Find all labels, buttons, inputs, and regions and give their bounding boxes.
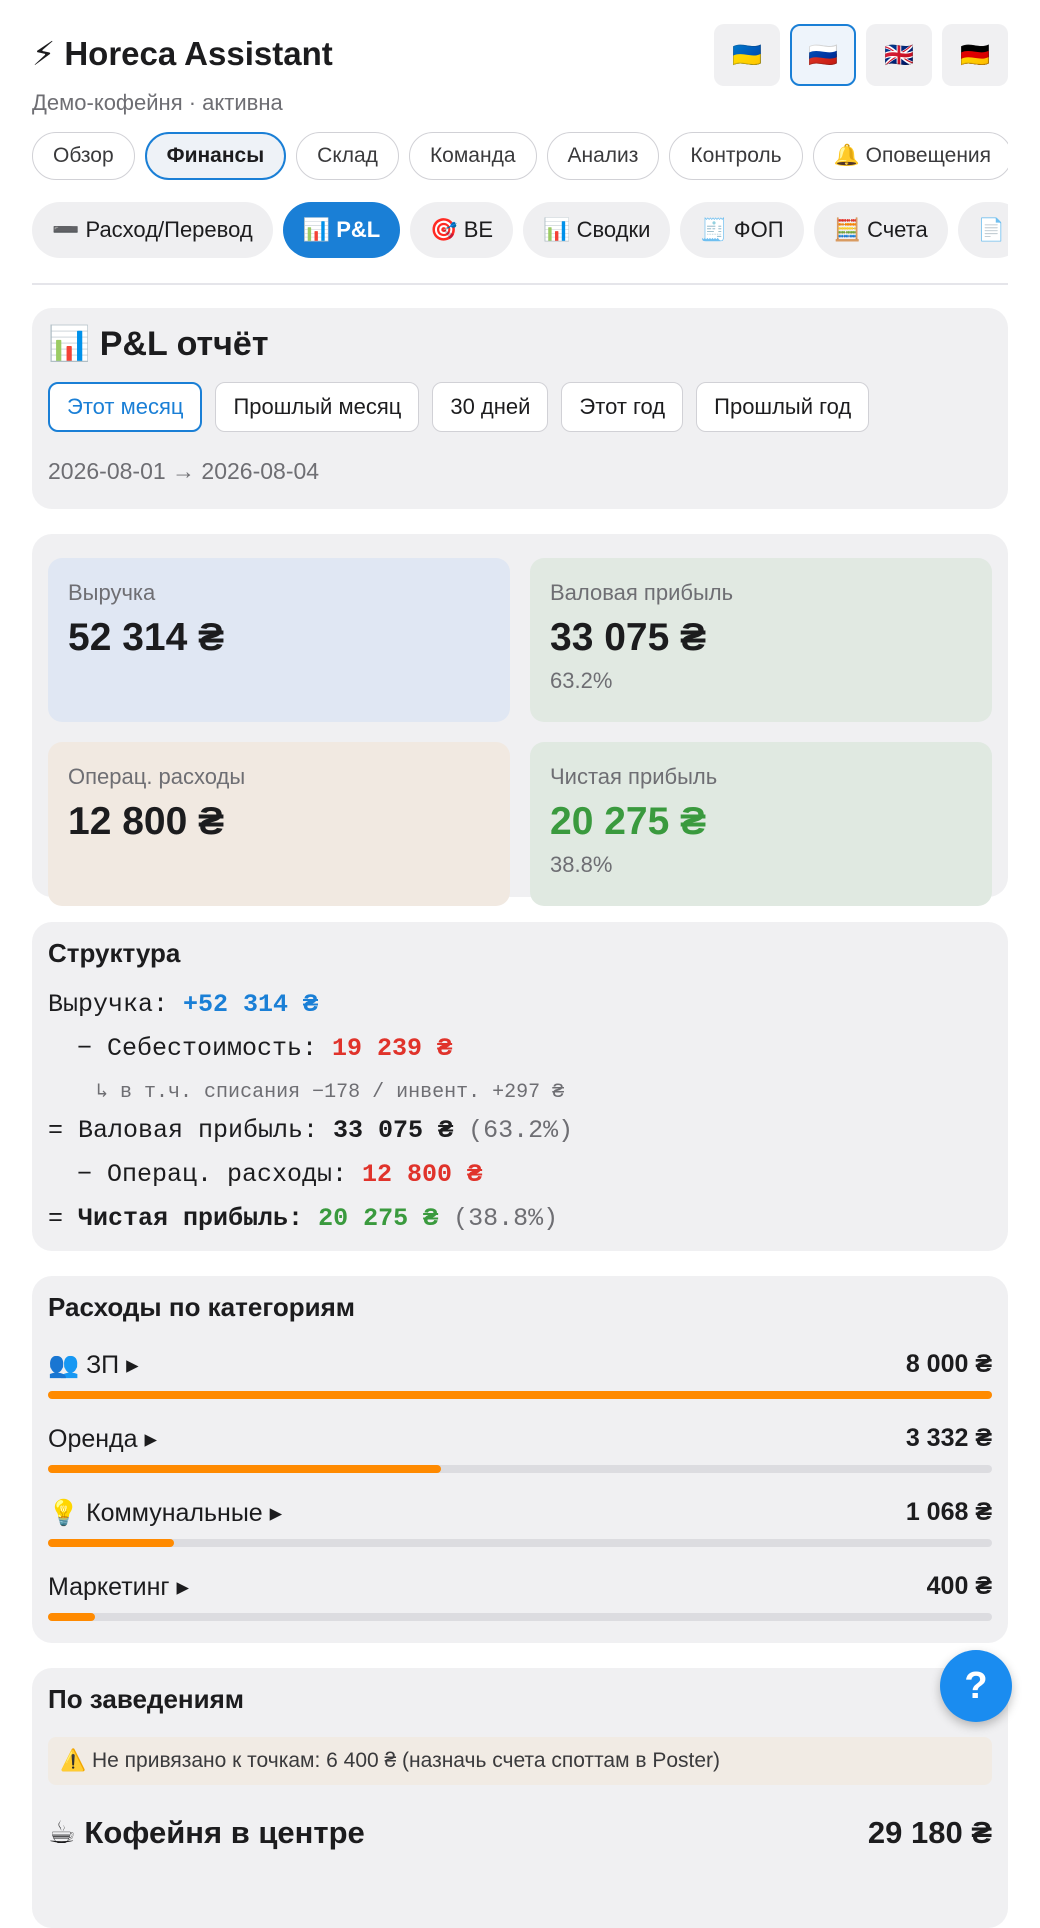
line-label: = Валовая прибыль: — [48, 1116, 334, 1145]
language-button[interactable]: 🇩🇪 — [942, 24, 1008, 86]
venue-row[interactable]: ☕ Кофейня в центре 29 180 ₴ — [48, 1815, 992, 1851]
kpi-label: Валовая прибыль — [550, 580, 734, 605]
line-value: +52 314 ₴ — [183, 990, 319, 1019]
kpi-tile: Валовая прибыль 33 075 ₴ 63.2% — [530, 558, 992, 722]
period-button[interactable]: Этот год — [561, 382, 684, 432]
kpi-tile: Выручка 52 314 ₴ — [48, 558, 510, 722]
expense-bar — [48, 1391, 992, 1399]
bar-track — [48, 1613, 992, 1621]
structure-title: Структура — [48, 938, 181, 968]
line-label: Выручка: — [48, 990, 184, 1019]
nav-tab[interactable]: 🔔 Оповещения — [812, 132, 1008, 180]
structure-line: = Валовая прибыль: 33 075 ₴ (63.2%) — [48, 1116, 573, 1145]
language-button[interactable]: 🇺🇦 — [714, 24, 780, 86]
line-label: Чистая прибыль: — [78, 1204, 319, 1233]
line-share: (63.2%) — [453, 1116, 574, 1145]
expense-row[interactable]: Маркетинг ▸ 400 ₴ — [48, 1572, 992, 1622]
sub-tab[interactable]: 🧮 Счета — [813, 202, 948, 258]
kpi-label: Чистая прибыль — [550, 764, 718, 789]
expense-bar — [48, 1465, 442, 1473]
kpi-share: 38.8% — [550, 852, 613, 877]
expense-amount: 8 000 ₴ — [905, 1350, 992, 1378]
sub-tab[interactable]: 🎯 BE — [410, 202, 514, 258]
warning: ⚠️ Не привязано к точкам: 6 400 ₴ (назна… — [48, 1737, 992, 1785]
kpi-label: Операц. расходы — [68, 764, 246, 789]
expense-label: Оренда ▸ — [48, 1425, 158, 1453]
structure-card: Структура Выручка: +52 314 ₴ − Себестоим… — [32, 922, 1008, 1251]
sub-tab[interactable]: ➖ Расход/Перевод — [32, 202, 273, 258]
expense-label: 👥 ЗП ▸ — [48, 1351, 139, 1379]
line-value: 12 800 ₴ — [362, 1160, 483, 1189]
line-value: 33 075 ₴ — [333, 1116, 454, 1145]
structure-line: − Себестоимость: 19 239 ₴ — [77, 1034, 452, 1063]
page: {"header": {"title": "⚡ Horeca Assistant… — [32, 24, 1012, 1928]
expense-label: 💡 Коммунальные ▸ — [48, 1499, 283, 1527]
app-title: ⚡ Horeca Assistant — [32, 35, 333, 72]
venue-name: ☕ Кофейня в центре — [48, 1815, 365, 1850]
bar-track — [48, 1465, 992, 1473]
expense-amount: 400 ₴ — [926, 1572, 992, 1600]
sub-tabs: ➖ Расход/Перевод 📊 P&L 🎯 BE 📊 Сводки 🧾 Ф… — [32, 202, 1008, 258]
nav-tab[interactable]: Команда — [408, 132, 537, 180]
nav-tab[interactable]: Анализ — [546, 132, 660, 180]
period-button[interactable]: Прошлый год — [696, 382, 870, 432]
structure-note: ↳ в т.ч. списания −178 / инвент. +297 ₴ — [96, 1081, 565, 1104]
line-value: 20 275 ₴ — [318, 1204, 439, 1233]
expenses-card: Расходы по категориям 👥 ЗП ▸ 8 000 ₴ Оренд… — [32, 1276, 1008, 1643]
line-share: (38.8%) — [438, 1204, 559, 1233]
kpi-card: Выручка 52 314 ₴ Валовая прибыль 33 075 … — [32, 534, 1008, 906]
line-label: − Операц. расходы: — [77, 1160, 363, 1189]
venues-card: По заведениям ⚠️ Не привязано к точкам: … — [32, 1668, 1008, 1928]
language-switch: 🇺🇦 🇷🇺 🇬🇧 🇩🇪 — [714, 24, 1008, 86]
line-value: 19 239 ₴ — [332, 1034, 453, 1063]
date-range: 2026-08-01 → 2026-08-04 — [48, 458, 320, 484]
nav-tabs: Обзор Финансы Склад Команда Анализ Контр… — [32, 132, 1008, 180]
expense-amount: 3 332 ₴ — [905, 1424, 992, 1452]
report-title: 📊 P&L отчёт — [48, 325, 269, 363]
help-button[interactable]: ? — [940, 1650, 1012, 1722]
expense-row[interactable]: 💡 Коммунальные ▸ 1 068 ₴ — [48, 1498, 992, 1548]
period-filter: Этот месяц Прошлый месяц 30 дней Этот го… — [48, 382, 992, 432]
structure-line: Выручка: +52 314 ₴ — [48, 990, 318, 1019]
line-label: − Себестоимость: — [77, 1034, 333, 1063]
expense-amount: 1 068 ₴ — [905, 1498, 992, 1526]
line-prefix: = — [48, 1204, 79, 1233]
structure-line: − Операц. расходы: 12 800 ₴ — [77, 1160, 482, 1189]
sub-tab[interactable]: 📊 P&L — [282, 202, 401, 258]
period-button[interactable]: 30 дней — [432, 382, 549, 432]
structure-line: = Чистая прибыль: 20 275 ₴ (38.8%) — [48, 1204, 558, 1233]
period-button[interactable]: Этот месяц — [48, 382, 203, 432]
kpi-tile: Операц. расходы 12 800 ₴ — [48, 742, 510, 906]
bar-track — [48, 1539, 992, 1547]
kpi-value: 33 075 ₴ — [550, 616, 707, 659]
venues-title: По заведениям — [48, 1684, 244, 1714]
sub-tab[interactable]: 🧾 ФОП — [680, 202, 804, 258]
expense-row[interactable]: Оренда ▸ 3 332 ₴ — [48, 1424, 992, 1474]
kpi-share: 63.2% — [550, 668, 613, 693]
kpi-label: Выручка — [68, 580, 156, 605]
divider — [32, 283, 1008, 285]
expense-bar — [48, 1539, 175, 1547]
period-button[interactable]: Прошлый месяц — [215, 382, 420, 432]
language-button[interactable]: 🇬🇧 — [866, 24, 932, 86]
app-subtitle: Демо-кофейня · активна — [32, 90, 283, 115]
expense-row[interactable]: 👥 ЗП ▸ 8 000 ₴ — [48, 1350, 992, 1400]
report-card: 📊 P&L отчёт Этот месяц Прошлый месяц 30 … — [32, 308, 1008, 509]
nav-tab[interactable]: Склад — [296, 132, 399, 180]
sub-tab[interactable]: 📊 Сводки — [523, 202, 671, 258]
kpi-value: 20 275 ₴ — [550, 800, 707, 843]
kpi-tile: Чистая прибыль 20 275 ₴ 38.8% — [530, 742, 992, 906]
kpi-value: 52 314 ₴ — [68, 616, 225, 659]
venue-amount: 29 180 ₴ — [867, 1815, 992, 1850]
expenses-title: Расходы по категориям — [48, 1292, 355, 1322]
nav-tab[interactable]: Контроль — [669, 132, 803, 180]
language-button[interactable]: 🇷🇺 — [790, 24, 856, 86]
expense-label: Маркетинг ▸ — [48, 1573, 190, 1601]
nav-tab[interactable]: Финансы — [144, 132, 287, 180]
sub-tab[interactable]: 📄 — [957, 202, 1008, 258]
expense-bar — [48, 1613, 96, 1621]
kpi-value: 12 800 ₴ — [68, 800, 225, 843]
nav-tab[interactable]: Обзор — [32, 132, 135, 180]
bar-track — [48, 1391, 992, 1399]
